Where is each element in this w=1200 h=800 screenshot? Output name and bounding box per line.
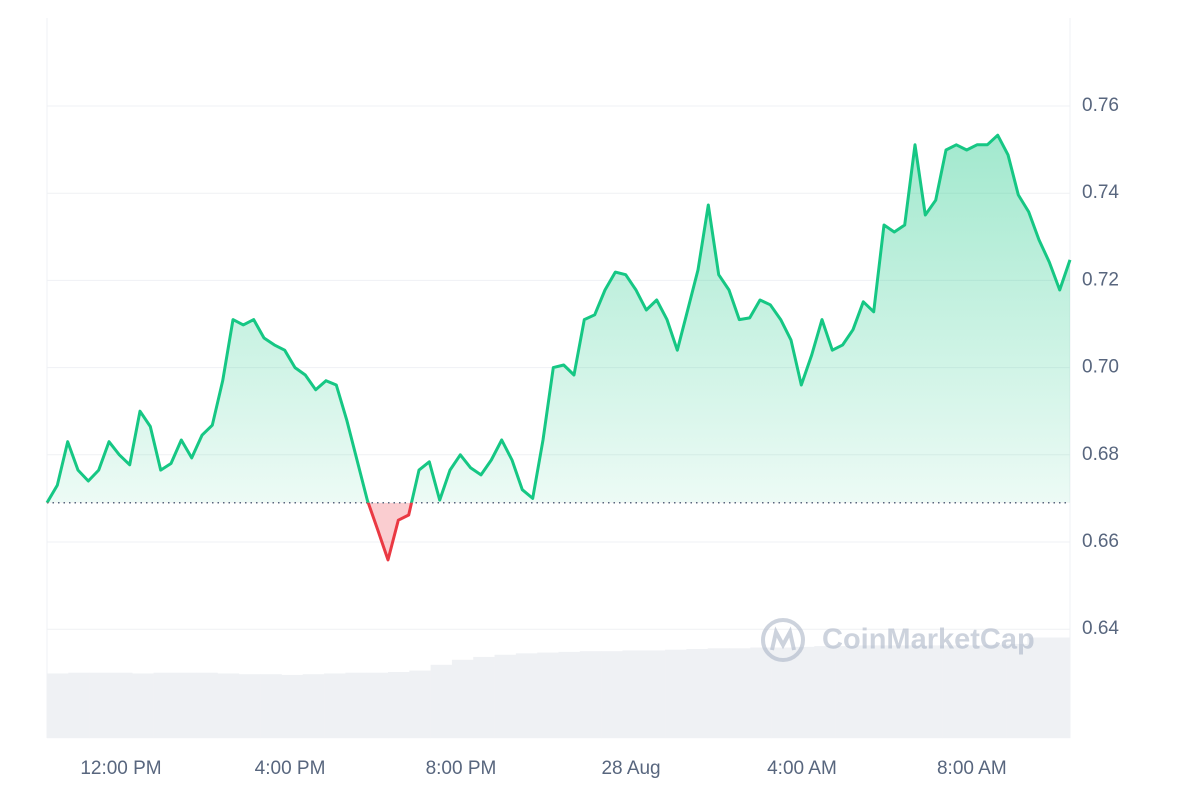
volume-bar	[281, 674, 304, 739]
axis-layer: 0.64 0.66 0.68 0.70 0.72 0.74 0.76 12:00 PM 4:00…	[80, 95, 1119, 779]
volume-bar	[260, 674, 282, 739]
volume-bar	[132, 673, 154, 739]
watermark-logo	[761, 618, 805, 662]
volume-bar	[856, 645, 879, 739]
x-tick-label: 12:00 PM	[80, 758, 161, 779]
y-tick-label: 0.72	[1082, 269, 1119, 290]
volume-bar	[558, 651, 581, 739]
watermark-logo	[770, 626, 796, 651]
price-line-up	[45, 133, 1072, 503]
area-down	[47, 502, 412, 560]
volume-layer	[47, 637, 1071, 739]
volume-bar	[196, 672, 218, 739]
volume-bar	[984, 644, 1007, 739]
y-tick-label: 0.64	[1082, 618, 1119, 639]
volume-bar	[963, 645, 986, 739]
volume-bar	[622, 650, 645, 739]
volume-bar	[1027, 637, 1049, 739]
volume-bar	[302, 674, 325, 739]
x-tick-label: 8:00 PM	[426, 758, 497, 779]
volume-bar	[942, 645, 964, 739]
volume-bar	[899, 645, 922, 739]
volume-bar	[835, 646, 858, 739]
y-tick-label: 0.74	[1082, 182, 1119, 203]
volume-bar	[771, 647, 794, 739]
volume-bar	[1048, 637, 1071, 739]
volume-bar	[792, 646, 815, 739]
x-tick-label: 28 Aug	[601, 758, 660, 779]
volume-bar	[153, 672, 176, 739]
plot-layer	[45, 133, 1072, 562]
volume-bar	[920, 645, 943, 739]
volume-bar	[1006, 643, 1028, 739]
x-tick-label: 4:00 AM	[767, 758, 837, 779]
volume-bar	[451, 659, 474, 739]
watermark: CoinMarketCap	[761, 618, 1035, 662]
volume-bar	[537, 652, 559, 739]
volume-bar	[409, 670, 431, 739]
volume-bar	[579, 651, 602, 739]
volume-bar	[345, 672, 367, 739]
volume-bar	[217, 673, 240, 739]
y-tick-label: 0.66	[1082, 531, 1119, 552]
volume-bar	[68, 672, 90, 739]
volume-bar	[686, 648, 708, 739]
volume-bar	[729, 648, 751, 739]
x-tick-label: 4:00 PM	[255, 758, 326, 779]
volume-bar	[643, 650, 666, 739]
volume-bar	[110, 672, 133, 739]
volume-bar	[601, 651, 623, 739]
volume-bar	[238, 674, 261, 739]
volume-bar	[174, 672, 197, 739]
volume-bar	[814, 646, 836, 739]
y-tick-label: 0.68	[1082, 444, 1119, 465]
y-tick-label: 0.76	[1082, 95, 1119, 116]
volume-bar	[750, 647, 772, 739]
volume-bar	[473, 656, 495, 739]
volume-bar	[47, 673, 69, 739]
volume-bar	[878, 645, 900, 739]
volume-bar	[515, 653, 538, 739]
watermark-text: CoinMarketCap	[822, 624, 1035, 656]
volume-bar	[324, 673, 346, 739]
volume-bar	[388, 672, 410, 739]
x-tick-label: 8:00 AM	[937, 758, 1007, 779]
volume-bar	[494, 654, 517, 739]
volume-bar	[707, 648, 730, 739]
volume-bar	[366, 672, 389, 739]
volume-bar	[89, 672, 112, 739]
y-tick-label: 0.70	[1082, 357, 1119, 378]
volume-bar	[665, 649, 687, 739]
volume-bar	[430, 664, 453, 739]
area-up	[47, 135, 1070, 503]
